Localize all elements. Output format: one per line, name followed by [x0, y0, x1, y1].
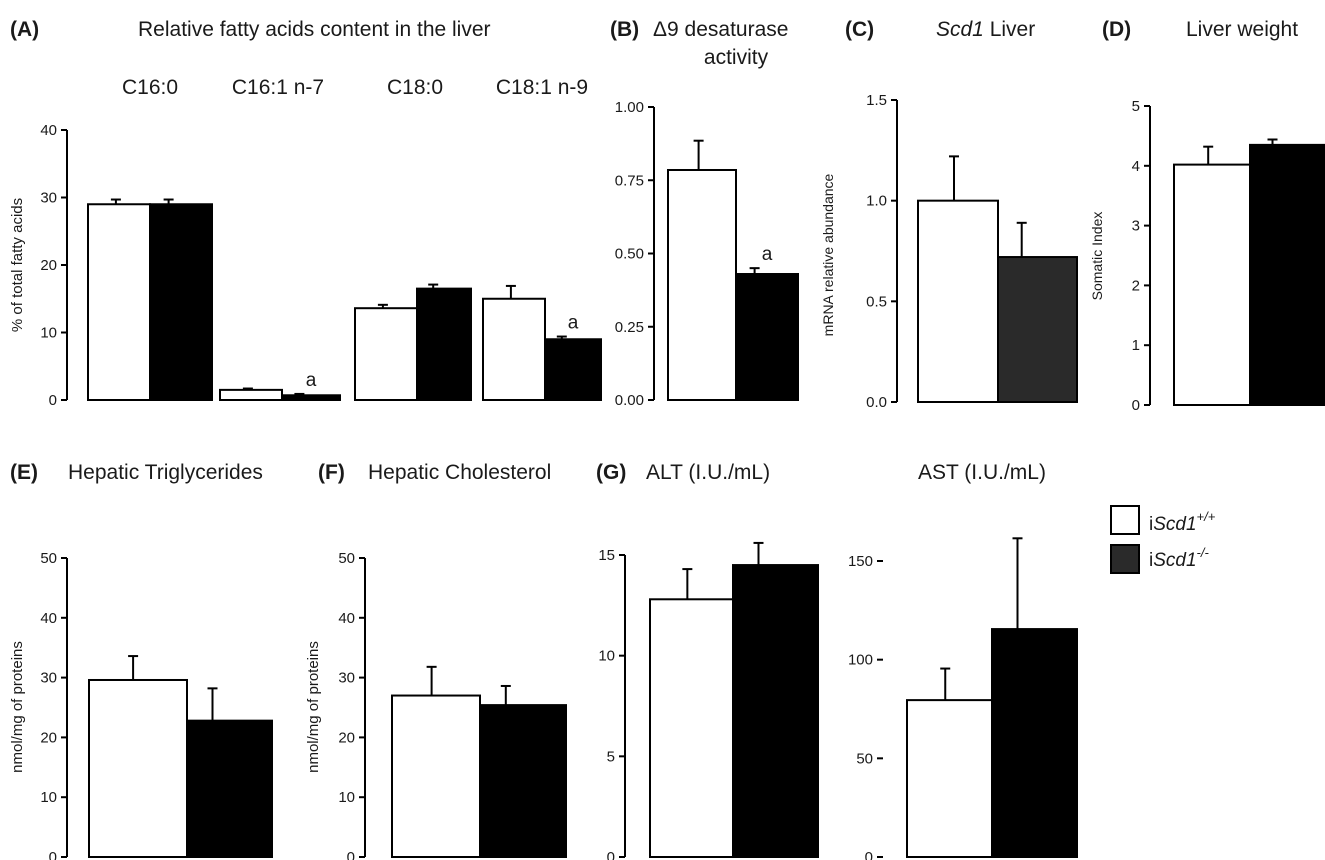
panel-c-y-tick-label-3: 1.5 [866, 92, 887, 109]
panel-c-title: Scd1 Liver [936, 18, 1035, 41]
panel-d-y-tick-label-5: 5 [1132, 98, 1140, 115]
panel-a-category-4: C18:1 n-9 [496, 76, 588, 99]
panel-a-significance-1: a [568, 313, 579, 334]
panel-e-y-tick-label-0: 0 [49, 849, 57, 860]
panel-g1-y-tick-label-1: 5 [607, 748, 615, 765]
panel-a-bar-1-series-0 [219, 388, 283, 401]
panel-d-title: Liver weight [1186, 18, 1298, 41]
panel-g-ast-title: AST (I.U./mL) [918, 461, 1046, 484]
panel-a-y-tick-label-3: 30 [40, 190, 57, 207]
panel-a-category-3: C18:0 [387, 76, 443, 99]
panel-g2-y-tick-label-2: 100 [848, 652, 873, 669]
panel-f-letter: (F) [318, 461, 345, 484]
panel-b-bar-0-series-0 [667, 168, 737, 401]
panel-f-y-tick-label-1: 10 [338, 789, 355, 806]
panel-b-title: Δ9 desaturase [653, 18, 788, 41]
panel-f-bar-0-series-1 [479, 704, 567, 858]
panel-c-y-tick-label-0: 0.0 [866, 394, 887, 411]
panel-g2-bar-0-series-1 [991, 628, 1078, 859]
panel-b-y-tick-label-0: 0.00 [615, 392, 644, 409]
panel-g1-y-tick-label-3: 15 [598, 547, 615, 564]
panel-c-title-gene: Scd1 [936, 18, 984, 41]
panel-f-bar-0-series-0 [391, 694, 481, 858]
legend-swatch-knockout [1110, 544, 1140, 574]
panel-f-y-tick-label-3: 30 [338, 670, 355, 687]
legend-label-wild-type: iScd1+/+ [1149, 509, 1216, 535]
panel-e-y-tick-label-4: 40 [40, 610, 57, 627]
panel-f-y-tick-label-5: 50 [338, 550, 355, 567]
panel-a-significance-0: a [306, 370, 317, 391]
panel-a-letter: (A) [10, 18, 39, 41]
panel-c-y-axis-label: mRNA relative abundance [820, 173, 836, 336]
panel-b-significance-0: a [762, 244, 773, 265]
panel-a-y-tick-label-4: 40 [40, 122, 57, 139]
panel-e-letter: (E) [10, 461, 38, 484]
panel-b-y-tick-label-2: 0.50 [615, 246, 644, 263]
panel-d-bar-0-series-0 [1173, 163, 1251, 406]
panel-d-y-tick-label-4: 4 [1132, 158, 1140, 175]
panel-g2-y-tick-label-3: 150 [848, 553, 873, 570]
panel-e-bar-0-series-0 [88, 678, 188, 858]
panel-a-bar-2-series-1 [416, 287, 472, 401]
panel-a-category-2: C16:1 n-7 [232, 76, 324, 99]
panel-a-category-1: C16:0 [122, 76, 178, 99]
panel-f-y-tick-label-4: 40 [338, 610, 355, 627]
panel-d-y-axis-label: Somatic Index [1089, 212, 1105, 301]
panel-a-y-tick-label-1: 10 [40, 325, 57, 342]
legend-swatch-wild-type [1110, 505, 1140, 535]
panel-g2-y-tick-label-1: 50 [856, 750, 873, 767]
panel-f-y-axis-label: nmol/mg of proteins [305, 641, 322, 773]
panel-e-y-tick-label-1: 10 [40, 789, 57, 806]
panel-e-title: Hepatic Triglycerides [68, 461, 263, 484]
panel-g1-bar-0-series-0 [649, 598, 734, 858]
panel-b-y-tick-label-4: 1.00 [615, 99, 644, 116]
panel-a-y-axis-label: % of total fatty acids [9, 198, 26, 332]
panel-c-letter: (C) [845, 18, 874, 41]
panel-a-bar-3-series-0 [482, 297, 546, 401]
panel-f-title: Hepatic Cholesterol [368, 461, 551, 484]
panel-a-y-tick-label-2: 20 [40, 257, 57, 274]
panel-g1-y-tick-label-2: 10 [598, 648, 615, 665]
panel-a-bar-3-series-1 [544, 338, 602, 401]
panel-d-y-tick-label-3: 3 [1132, 218, 1140, 235]
panel-a-bar-0-series-1 [149, 203, 213, 401]
panel-e-bar-0-series-1 [186, 719, 273, 858]
panel-f-y-tick-label-0: 0 [347, 849, 355, 860]
panel-e-y-axis-label: nmol/mg of proteins [9, 641, 26, 773]
panel-g-alt-title: ALT (I.U./mL) [646, 461, 770, 484]
legend: iScd1+/+ iScd1-/- [1110, 505, 1216, 574]
panel-g1-bar-0-series-1 [732, 564, 819, 858]
panel-f-y-tick-label-2: 20 [338, 729, 355, 746]
panel-c-title-rest: Liver [984, 18, 1035, 41]
panel-c-bar-0-series-1 [997, 256, 1078, 404]
panel-c-bar-0-series-0 [917, 199, 999, 403]
panel-d-bar-0-series-1 [1249, 143, 1325, 406]
panel-a-bar-0-series-0 [87, 203, 151, 401]
panel-b-bar-0-series-1 [735, 273, 799, 402]
panel-b-letter: (B) [610, 18, 639, 41]
panel-d-y-tick-label-0: 0 [1132, 397, 1140, 414]
panel-a-bar-1-series-1 [281, 394, 341, 401]
panel-d-y-tick-label-2: 2 [1132, 277, 1140, 294]
panel-g1-y-tick-label-0: 0 [607, 849, 615, 860]
panel-g-letter: (G) [596, 461, 626, 484]
panel-e-y-tick-label-2: 20 [40, 729, 57, 746]
panel-b-y-tick-label-3: 0.75 [615, 172, 644, 189]
panel-c-y-tick-label-1: 0.5 [866, 293, 887, 310]
panel-d-y-tick-label-1: 1 [1132, 337, 1140, 354]
panel-b-y-tick-label-1: 0.25 [615, 319, 644, 336]
panel-a-y-tick-label-0: 0 [49, 392, 57, 409]
panel-b-title-line2: activity [704, 46, 769, 69]
panel-a-bar-2-series-0 [354, 307, 418, 402]
legend-label-knockout: iScd1-/- [1149, 545, 1209, 571]
panel-e-y-tick-label-5: 50 [40, 550, 57, 567]
panel-a-title: Relative fatty acids content in the live… [138, 18, 491, 41]
panel-g2-y-tick-label-0: 0 [865, 849, 873, 860]
panel-d-letter: (D) [1102, 18, 1131, 41]
panel-g2-bar-0-series-0 [906, 699, 993, 858]
panel-e-y-tick-label-3: 30 [40, 670, 57, 687]
panel-c-y-tick-label-2: 1.0 [866, 193, 887, 210]
